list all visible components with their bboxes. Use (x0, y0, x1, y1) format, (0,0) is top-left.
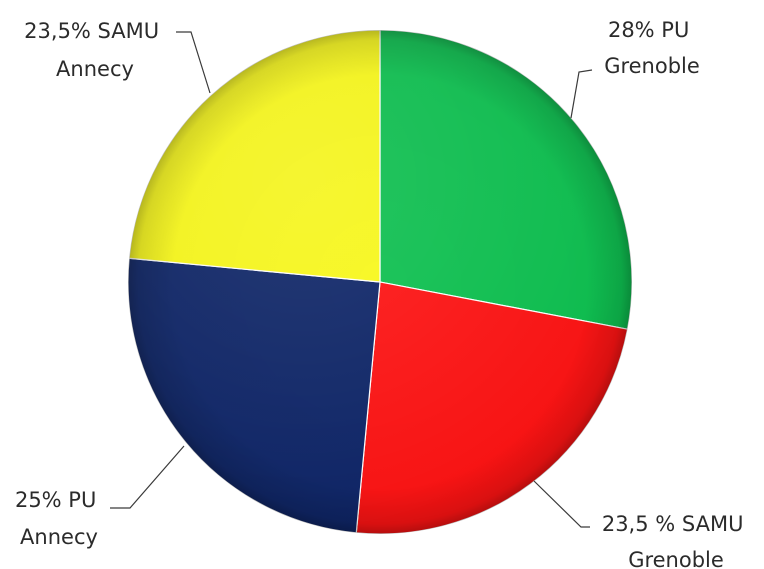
leader-line-samu-grenoble (533, 480, 590, 528)
leader-line-samu-annecy (176, 31, 211, 94)
leader-line-pu-grenoble (570, 69, 593, 119)
pie-slice-pu-grenoble (379, 29, 633, 330)
pie-slice-pu-annecy (127, 257, 381, 534)
label-pu-annecy: 25% PU Annecy (15, 488, 103, 549)
pie-slices (127, 29, 633, 535)
leader-line-pu-annecy (110, 445, 185, 509)
label-samu-annecy: 23,5% SAMU Annecy (24, 19, 166, 81)
pie-slice-samu-annecy (128, 29, 381, 283)
label-samu-grenoble: 23,5 % SAMU Grenoble (602, 512, 750, 569)
label-pu-grenoble: 28% PU Grenoble (604, 18, 700, 78)
